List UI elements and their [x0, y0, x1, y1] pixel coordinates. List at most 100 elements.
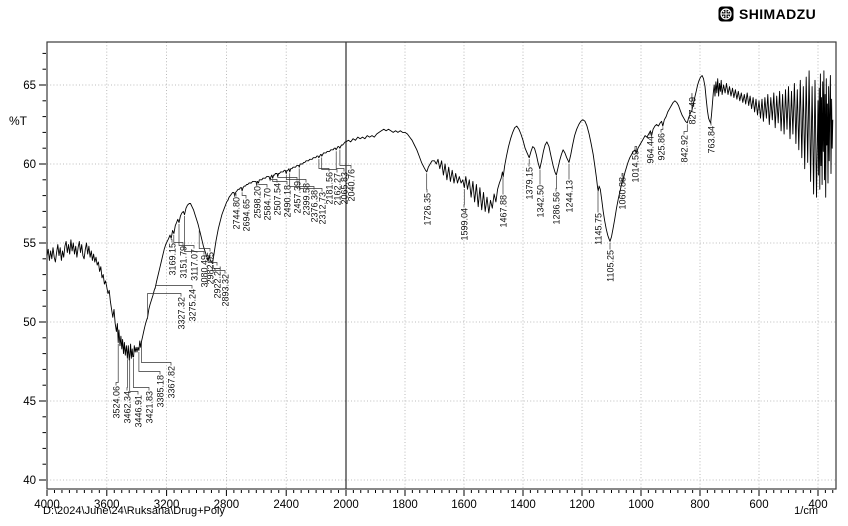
peak-label: 3151.79 — [178, 246, 188, 279]
peak-label: 2490.18 — [282, 185, 292, 218]
x-tick-label: 1000 — [628, 499, 654, 511]
peak-leader — [649, 132, 652, 137]
peak-leader — [634, 146, 638, 155]
x-tick-label: 1400 — [510, 499, 536, 511]
peak-leader — [339, 149, 352, 169]
x-tick-label: 1800 — [392, 499, 418, 511]
peak-leader — [318, 159, 330, 172]
plot-border — [46, 41, 837, 490]
peak-label: 2694.65 — [241, 199, 251, 232]
x-tick-label: 3600 — [94, 499, 120, 511]
peak-leader — [272, 179, 288, 185]
peak-label: 1145.75 — [593, 213, 603, 245]
peak-leader — [170, 239, 173, 243]
peak-label: 2982.05 — [205, 252, 215, 285]
peak-leader — [289, 173, 315, 190]
peak-leader — [241, 192, 247, 199]
peak-leader — [147, 293, 182, 319]
peak-label: 2457.39 — [292, 181, 302, 214]
y-tick-label: 55 — [23, 238, 36, 250]
x-tick-label: 2000 — [333, 499, 359, 511]
x-tick-label: 800 — [690, 499, 709, 511]
peak-label: 2922.21 — [212, 266, 222, 299]
peak-label: 3275.24 — [187, 289, 197, 322]
peak-label: 1014.59 — [630, 150, 640, 183]
peak-leader — [683, 124, 688, 135]
peak-leader — [198, 230, 211, 252]
x-tick-label: 1200 — [569, 499, 595, 511]
x-tick-label: 1600 — [451, 499, 477, 511]
x-tick-label: 600 — [749, 499, 768, 511]
peak-label: 3421.83 — [144, 391, 154, 424]
peak-label: 1726.35 — [422, 193, 432, 226]
peak-label: 2065.83 — [339, 172, 349, 205]
y-tick-label: 50 — [23, 317, 36, 329]
peak-label: 1599.04 — [459, 208, 469, 241]
x-tick-label: 3200 — [154, 499, 180, 511]
peak-label: 1060.88 — [617, 177, 627, 210]
peak-label: 2584.70 — [262, 188, 272, 221]
shimadzu-logo-text: SHIMADZU — [739, 6, 817, 22]
peak-leader — [321, 157, 338, 173]
peak-leader — [115, 343, 119, 386]
peak-leader — [184, 215, 205, 255]
peak-label: 2893.32 — [220, 274, 230, 307]
peak-leader — [258, 184, 268, 188]
y-tick-label: 60 — [23, 159, 36, 171]
peak-label: 2312.73 — [317, 192, 327, 225]
peak-leader — [621, 173, 624, 183]
peak-label: 925.86 — [656, 133, 666, 161]
peak-label: 2376.38 — [309, 190, 319, 223]
x-axis-unit: 1/cm — [794, 505, 818, 517]
peak-leader — [660, 127, 664, 133]
peak-leader — [285, 174, 307, 183]
peak-leader — [141, 343, 172, 366]
peak-label: 842.92 — [679, 135, 689, 163]
peak-label: 1342.50 — [535, 185, 545, 218]
peak-label: 763.84 — [706, 126, 716, 154]
peak-leader — [129, 357, 139, 395]
peak-label: 2598.20 — [252, 186, 262, 219]
peak-label: 1244.13 — [564, 180, 574, 213]
peak-label: 1467.88 — [498, 195, 508, 228]
peak-label: 964.44 — [645, 136, 655, 164]
peak-label: 3385.18 — [155, 375, 165, 408]
peak-label: 3327.32 — [176, 297, 186, 330]
peak-leader — [234, 193, 237, 197]
peak-leader — [555, 176, 557, 192]
x-tick-label: 400 — [808, 499, 827, 511]
peak-label: 1379.15 — [524, 167, 534, 200]
y-tick-label: 45 — [23, 396, 36, 408]
shimadzu-logo: SHIMADZU — [718, 6, 816, 22]
peak-label: 3524.06 — [111, 386, 121, 419]
peak-leader — [269, 179, 278, 183]
peak-label: 3117.07 — [189, 249, 199, 281]
y-axis-title: %T — [9, 114, 27, 128]
peak-leader — [138, 351, 161, 375]
peak-leader — [298, 168, 323, 192]
peak-leader — [212, 265, 226, 274]
peak-label: 2040.76 — [346, 169, 356, 202]
peak-leader — [207, 261, 218, 266]
peak-leader — [133, 358, 150, 391]
peak-leader — [335, 151, 345, 172]
spectrum-curve — [46, 70, 834, 361]
peak-label: 2162.27 — [332, 173, 342, 206]
peak-label: 2507.54 — [272, 183, 282, 216]
peak-label: 2744.80 — [231, 197, 241, 230]
shimadzu-logo-icon — [718, 6, 734, 22]
peak-label: 1286.56 — [551, 192, 561, 225]
peak-leader — [155, 285, 193, 289]
file-path: D:\2024\June\24\Ruksana\Drug+Poly — [43, 505, 225, 517]
y-tick-label: 40 — [23, 475, 36, 487]
peak-leader — [173, 234, 184, 246]
peak-label: 1105.25 — [605, 250, 615, 282]
peak-label: 3080.49 — [199, 255, 209, 288]
peak-label: 3367.82 — [166, 366, 176, 399]
peak-label: 3446.91 — [133, 395, 143, 428]
peak-label: 2399.58 — [301, 183, 311, 216]
peak-label: 3462.34 — [122, 391, 132, 424]
peak-label: 2181.56 — [324, 172, 334, 205]
